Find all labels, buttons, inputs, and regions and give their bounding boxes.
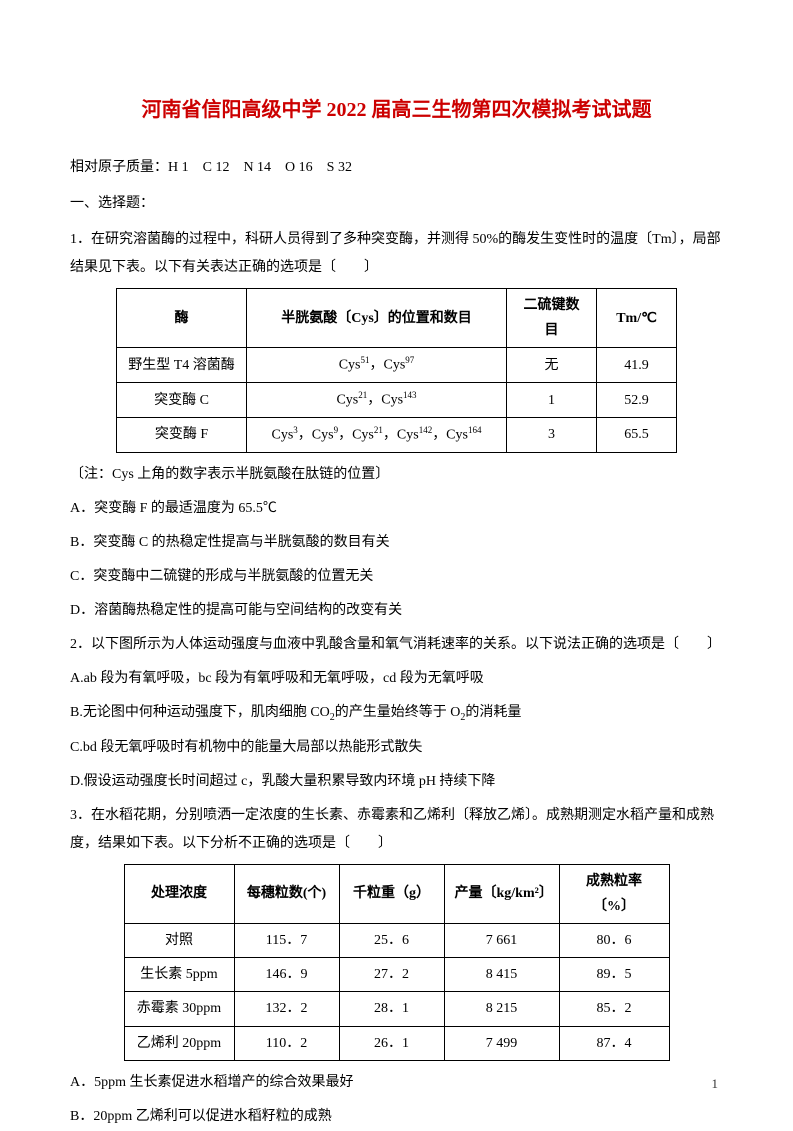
table-cell: 85．2 [559,992,669,1026]
table-1: 酶 半胱氨酸〔Cys〕的位置和数目 二硫键数目 Tm/℃ 野生型 T4 溶菌酶 … [116,288,677,453]
table-cell: 27．2 [339,958,444,992]
table-2: 处理浓度 每穗粒数(个) 千粒重（g） 产量〔kg/km²〕 成熟粒率〔%〕 对… [124,864,670,1061]
table-row: 酶 半胱氨酸〔Cys〕的位置和数目 二硫键数目 Tm/℃ [117,289,677,348]
table-cell: 8 215 [444,992,559,1026]
table-row: 对照 115．7 25．6 7 661 80．6 [124,924,669,958]
table-cell: 突变酶 F [117,418,247,453]
table-header: 酶 [117,289,247,348]
table-row: 野生型 T4 溶菌酶 Cys51，Cys97 无 41.9 [117,348,677,383]
table-cell: 对照 [124,924,234,958]
table-header: 成熟粒率〔%〕 [559,864,669,923]
table-cell: 3 [507,418,597,453]
table-cell: 132．2 [234,992,339,1026]
table-cell: 28．1 [339,992,444,1026]
q1-option-a: A．突变酶 F 的最适温度为 65.5℃ [70,495,723,523]
table-cell: Cys21，Cys143 [247,383,507,418]
table-cell: 110．2 [234,1026,339,1060]
table-cell: 146．9 [234,958,339,992]
q1-option-d: D．溶菌酶热稳定性的提高可能与空间结构的改变有关 [70,597,723,625]
table-cell: 生长素 5ppm [124,958,234,992]
q1-option-b: B．突变酶 C 的热稳定性提高与半胱氨酸的数目有关 [70,529,723,557]
table-cell: 无 [507,348,597,383]
table-header: 二硫键数目 [507,289,597,348]
table-header: 每穗粒数(个) [234,864,339,923]
table-cell: 115．7 [234,924,339,958]
table-row: 处理浓度 每穗粒数(个) 千粒重（g） 产量〔kg/km²〕 成熟粒率〔%〕 [124,864,669,923]
section-header: 一、选择题： [70,190,723,218]
question-2-text: 2．以下图所示为人体运动强度与血液中乳酸含量和氧气消耗速率的关系。以下说法正确的… [70,631,723,659]
table-header: 半胱氨酸〔Cys〕的位置和数目 [247,289,507,348]
q1-option-c: C．突变酶中二硫键的形成与半胱氨酸的位置无关 [70,563,723,591]
table-cell: 25．6 [339,924,444,958]
question-1-text: 1．在研究溶菌酶的过程中，科研人员得到了多种突变酶，并测得 50%的酶发生变性时… [70,226,723,282]
table-cell: 87．4 [559,1026,669,1060]
table-cell: 突变酶 C [117,383,247,418]
q3-option-a: A．5ppm 生长素促进水稻增产的综合效果最好 [70,1069,723,1097]
table-row: 赤霉素 30ppm 132．2 28．1 8 215 85．2 [124,992,669,1026]
table-row: 乙烯利 20ppm 110．2 26．1 7 499 87．4 [124,1026,669,1060]
table-cell: Cys51，Cys97 [247,348,507,383]
table-cell: 65.5 [597,418,677,453]
table-header: Tm/℃ [597,289,677,348]
table-cell: 41.9 [597,348,677,383]
q2-option-d: D.假设运动强度长时间超过 c，乳酸大量积累导致内环境 pH 持续下降 [70,768,723,796]
table-1-note: 〔注：Cys 上角的数字表示半胱氨酸在肽链的位置〕 [70,461,723,489]
table-cell: 赤霉素 30ppm [124,992,234,1026]
table-header: 产量〔kg/km²〕 [444,864,559,923]
q2-option-a: A.ab 段为有氧呼吸，bc 段为有氧呼吸和无氧呼吸，cd 段为无氧呼吸 [70,665,723,693]
table-cell: 7 661 [444,924,559,958]
page-number: 1 [712,1071,719,1097]
table-cell: 52.9 [597,383,677,418]
table-cell: 7 499 [444,1026,559,1060]
table-cell: 1 [507,383,597,418]
question-3-text: 3．在水稻花期，分别喷洒一定浓度的生长素、赤霉素和乙烯利〔释放乙烯〕。成熟期测定… [70,802,723,858]
page-title: 河南省信阳高级中学 2022 届高三生物第四次模拟考试试题 [70,90,723,130]
q3-option-b: B．20ppm 乙烯利可以促进水稻籽粒的成熟 [70,1103,723,1131]
table-cell: 26．1 [339,1026,444,1060]
table-header: 千粒重（g） [339,864,444,923]
table-cell: 乙烯利 20ppm [124,1026,234,1060]
table-cell: 8 415 [444,958,559,992]
table-cell: 野生型 T4 溶菌酶 [117,348,247,383]
q2-option-b: B.无论图中何种运动强度下，肌肉细胞 CO2的产生量始终等于 O2的消耗量 [70,699,723,728]
table-cell: 80．6 [559,924,669,958]
table-cell: 89．5 [559,958,669,992]
atomic-mass-info: 相对原子质量：H 1 C 12 N 14 O 16 S 32 [70,154,723,182]
table-header: 处理浓度 [124,864,234,923]
table-cell: Cys3，Cys9，Cys21，Cys142，Cys164 [247,418,507,453]
table-row: 生长素 5ppm 146．9 27．2 8 415 89．5 [124,958,669,992]
table-row: 突变酶 F Cys3，Cys9，Cys21，Cys142，Cys164 3 65… [117,418,677,453]
table-row: 突变酶 C Cys21，Cys143 1 52.9 [117,383,677,418]
q2-option-c: C.bd 段无氧呼吸时有机物中的能量大局部以热能形式散失 [70,734,723,762]
